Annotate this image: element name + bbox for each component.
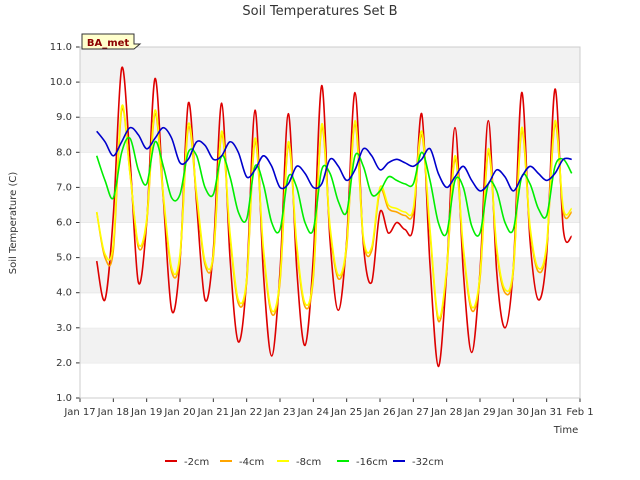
series-line-minus-16cm <box>95 136 573 237</box>
grid-band <box>80 47 580 83</box>
legend-label: -16cm <box>356 457 388 468</box>
x-tick-label: Jan 20 <box>163 407 195 418</box>
legend-label: -2cm <box>184 457 209 468</box>
y-axis-label: Soil Temperature (C) <box>8 172 19 275</box>
grid-band <box>80 292 580 328</box>
y-axis-ticks: 1.0 2.0 3.0 4.0 5.0 6.0 7.0 8.0 9.0 10.0 11.0 <box>50 42 80 404</box>
x-tick-label: Jan 23 <box>263 407 295 418</box>
y-tick-label: 2.0 <box>56 358 72 369</box>
grid-band <box>80 327 580 363</box>
y-tick-label: 4.0 <box>56 288 72 299</box>
chart-title: Soil Temperatures Set B <box>242 4 397 19</box>
y-tick-label: 5.0 <box>56 253 72 264</box>
legend-item: -32cm <box>393 457 444 468</box>
x-tick-label: Jan 27 <box>397 407 429 418</box>
x-tick-label: Jan 22 <box>230 407 262 418</box>
grid-band <box>80 82 580 118</box>
y-tick-label: 9.0 <box>56 112 72 123</box>
legend-label: -8cm <box>296 457 321 468</box>
x-tick-label: Jan 24 <box>297 407 329 418</box>
legend-item: -8cm <box>277 457 321 468</box>
x-tick-label: Jan 21 <box>197 407 229 418</box>
legend-label: -32cm <box>412 457 444 468</box>
x-tick-label: Feb 1 <box>566 407 593 418</box>
legend-item: -16cm <box>337 457 388 468</box>
x-tick-label: Jan 31 <box>530 407 562 418</box>
x-tick-label: Jan 26 <box>363 407 395 418</box>
x-tick-label: Jan 18 <box>97 407 129 418</box>
y-tick-label: 11.0 <box>50 42 72 53</box>
legend-item: -4cm <box>220 457 264 468</box>
y-tick-label: 6.0 <box>56 218 72 229</box>
x-tick-label: Jan 30 <box>497 407 529 418</box>
y-tick-label: 10.0 <box>50 77 72 88</box>
plot-frame <box>79 46 581 399</box>
series-lines <box>95 66 573 368</box>
grid-band <box>80 257 580 293</box>
x-tick-label: Jan 28 <box>430 407 462 418</box>
x-tick-label: Jan 25 <box>330 407 362 418</box>
y-tick-label: 1.0 <box>56 393 72 404</box>
series-line-minus-8cm <box>95 104 573 319</box>
y-tick-label: 7.0 <box>56 182 72 193</box>
legend-label: -4cm <box>239 457 264 468</box>
series-line-minus-32cm <box>96 126 572 192</box>
x-tick-label: Jan 19 <box>130 407 162 418</box>
x-axis-ticks: Jan 17 Jan 18 Jan 19 Jan 20 Jan 21 Jan 22 Jan … <box>63 398 594 418</box>
ba-met-badge: BA_met <box>81 33 142 50</box>
legend: -2cm -4cm -8cm -16cm -32cm <box>165 457 444 468</box>
x-axis-label: Time <box>553 425 578 436</box>
y-tick-label: 8.0 <box>56 147 72 158</box>
grid-band <box>80 362 580 398</box>
grid-band <box>80 152 580 188</box>
badge-label: BA_met <box>87 38 130 49</box>
y-tick-label: 3.0 <box>56 323 72 334</box>
grid-band <box>80 117 580 153</box>
legend-item: -2cm <box>165 457 209 468</box>
x-tick-label: Jan 17 <box>63 407 95 418</box>
x-tick-label: Jan 29 <box>463 407 495 418</box>
